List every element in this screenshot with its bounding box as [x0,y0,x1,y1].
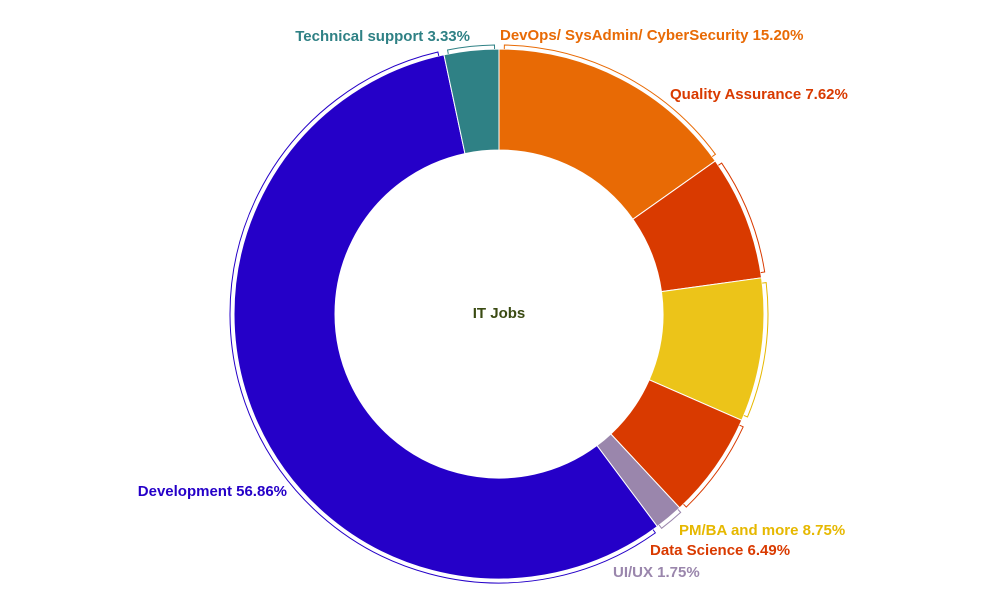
chart-labels: DevOps/ SysAdmin/ CyberSecurity 15.20% Qu… [138,27,848,581]
label-development: Development 56.86% [138,483,287,500]
label-devops-sysadmin-cybersecurity: DevOps/ SysAdmin/ CyberSecurity 15.20% [500,27,803,44]
label-ui-ux: UI/UX 1.75% [613,564,700,581]
label-quality-assurance: Quality Assurance 7.62% [670,86,848,103]
chart-slices [233,48,765,580]
leader-technical-support [446,44,496,54]
slice-technical-support [443,48,500,155]
label-pm-ba-and-more: PM/BA and more 8.75% [679,522,845,539]
leader-devops-sysadmin-cybersecurity [503,44,717,158]
leader-data-science [683,424,744,508]
label-leaders [229,44,769,584]
leader-development [229,51,657,584]
leader-quality-assurance [718,162,766,274]
label-data-science: Data Science 6.49% [650,542,790,559]
slice-development [233,54,659,580]
leader-ui-ux [658,509,682,530]
chart-title: IT Jobs [473,305,526,322]
leader-pm-ba-and-more [743,282,769,418]
label-technical-support: Technical support 3.33% [295,28,470,45]
